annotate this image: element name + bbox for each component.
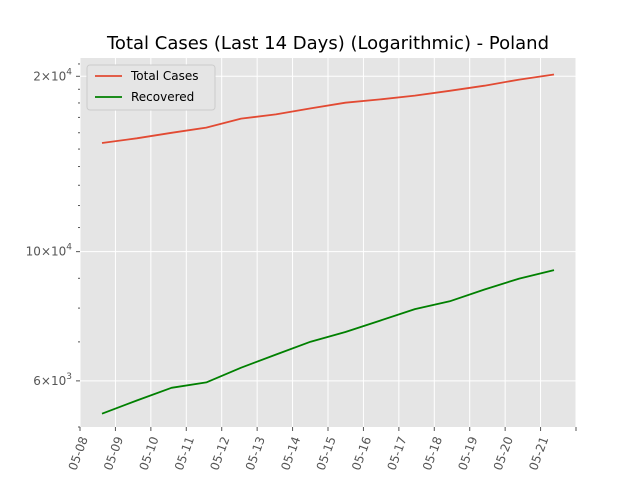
legend-label-recovered: Recovered: [131, 90, 194, 104]
x-tick-label: 05-14: [278, 435, 303, 473]
x-tick-label: 05-17: [385, 435, 410, 473]
x-tick-label: 05-20: [491, 435, 516, 473]
legend: Total Cases Recovered: [86, 64, 216, 111]
series-line-total-cases: [101, 73, 555, 144]
x-tick-label: 05-12: [207, 435, 232, 473]
x-tick-label: 05-13: [243, 435, 268, 473]
x-tick-label: 05-15: [314, 435, 339, 473]
y-axis: 6×103 10×104 2×104: [26, 63, 80, 428]
y-tick-label: 10×104: [26, 243, 73, 259]
x-tick-label: 05-16: [349, 435, 374, 473]
x-tick-label: 05-21: [526, 435, 551, 473]
chart-title: Total Cases (Last 14 Days) (Logarithmic)…: [106, 33, 549, 54]
series-line-recovered: [101, 269, 555, 415]
x-axis: 05-08 05-09 05-10 05-11 05-12 05-13 05-14 05-15…: [66, 427, 577, 473]
legend-label-total-cases: Total Cases: [130, 69, 198, 83]
x-tick-label: 05-08: [66, 435, 91, 473]
y-tick-label: 6×103: [33, 372, 72, 388]
x-tick-label: 05-18: [420, 435, 445, 473]
x-tick-label: 05-09: [101, 435, 126, 473]
x-tick-label: 05-19: [455, 435, 480, 473]
y-tick-label: 2×104: [33, 67, 72, 83]
series-group: [101, 73, 555, 415]
x-tick-label: 05-10: [137, 435, 162, 473]
x-tick-label: 05-11: [172, 435, 197, 473]
